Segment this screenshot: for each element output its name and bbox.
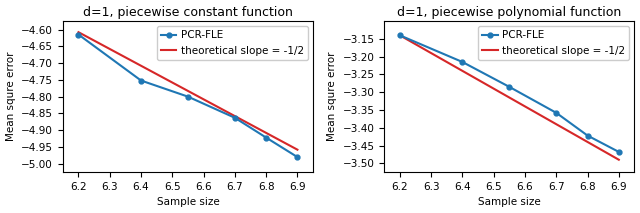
- PCR-FLE: [137, 79, 145, 82]
- PCR-FLE: [506, 86, 513, 88]
- Title: d=1, piecewise polynomial function: d=1, piecewise polynomial function: [397, 6, 621, 19]
- PCR-FLE: [615, 151, 623, 153]
- Legend: PCR-FLE, theoretical slope = -1/2: PCR-FLE, theoretical slope = -1/2: [478, 26, 629, 60]
- PCR-FLE: [262, 136, 270, 139]
- Legend: PCR-FLE, theoretical slope = -1/2: PCR-FLE, theoretical slope = -1/2: [157, 26, 308, 60]
- Title: d=1, piecewise constant function: d=1, piecewise constant function: [83, 6, 293, 19]
- PCR-FLE: [552, 112, 560, 114]
- X-axis label: Sample size: Sample size: [478, 197, 541, 207]
- Y-axis label: Mean squre error: Mean squre error: [327, 52, 337, 141]
- PCR-FLE: [459, 61, 467, 63]
- Line: PCR-FLE: PCR-FLE: [76, 32, 300, 160]
- Y-axis label: Mean squre error: Mean squre error: [6, 52, 15, 141]
- PCR-FLE: [231, 117, 239, 119]
- PCR-FLE: [294, 156, 301, 158]
- Line: PCR-FLE: PCR-FLE: [397, 33, 621, 154]
- PCR-FLE: [184, 95, 192, 98]
- PCR-FLE: [584, 134, 591, 137]
- PCR-FLE: [396, 34, 404, 37]
- PCR-FLE: [75, 33, 83, 36]
- X-axis label: Sample size: Sample size: [157, 197, 220, 207]
